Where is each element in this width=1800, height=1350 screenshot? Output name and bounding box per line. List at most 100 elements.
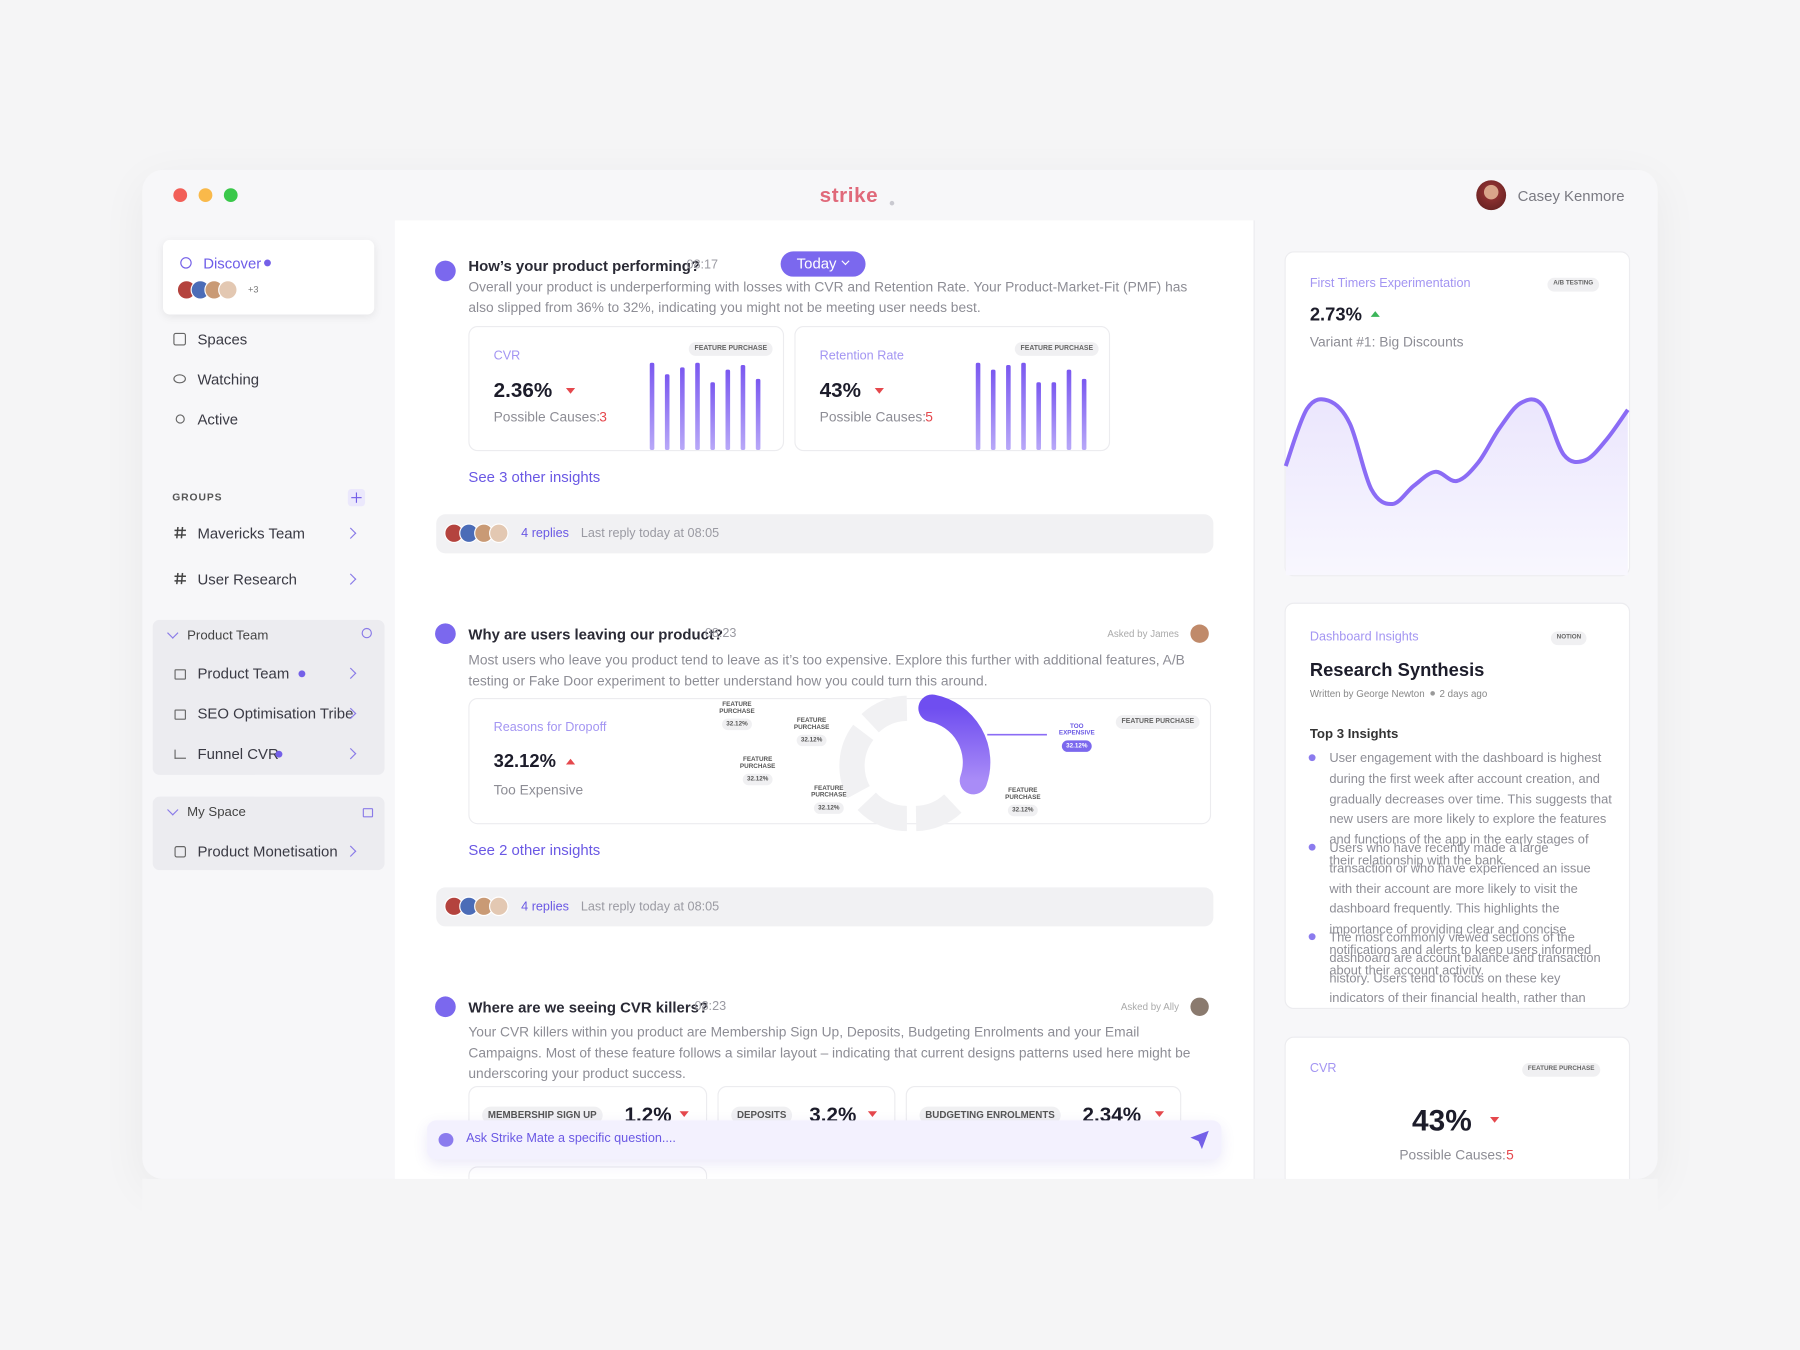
bar: [664, 374, 670, 450]
replies-bar[interactable]: 4 replies Last reply today at 08:05: [436, 887, 1214, 927]
experiment-value: 2.73%: [1309, 305, 1362, 325]
status-dot: [264, 259, 271, 267]
bar: [755, 378, 761, 450]
causes-count: 3: [599, 408, 607, 425]
maximize-button[interactable]: [223, 188, 238, 203]
close-button[interactable]: [173, 188, 188, 203]
div: FEATURE PURCHASE: [739, 756, 776, 771]
brand: strike: [819, 183, 879, 207]
group-title[interactable]: My Space: [187, 805, 246, 820]
user-name: Casey Kenmore: [1517, 187, 1625, 205]
group-item[interactable]: User Research: [197, 570, 297, 588]
donut: [839, 694, 1047, 832]
thread-body: Your CVR killers within you product are …: [468, 1023, 1191, 1082]
add-group-button[interactable]: [347, 489, 366, 507]
metric-value: 32.12%: [493, 751, 556, 772]
nav-icon: [175, 414, 185, 424]
more-insights-link[interactable]: See 3 other insights: [468, 468, 601, 486]
bar: [649, 362, 655, 450]
more-insights-link[interactable]: See 2 other insights: [468, 841, 601, 859]
path: [861, 695, 908, 733]
thread-title: Why are users leaving our product?: [468, 625, 723, 643]
card-tag: A/B TESTING: [1547, 277, 1599, 292]
bar: [1066, 369, 1072, 450]
dp: 32.12%: [742, 773, 773, 786]
chart-layer: [649, 362, 1630, 832]
dot: [298, 670, 306, 678]
nav-icon: [173, 374, 186, 384]
metric-card[interactable]: CVR FEATURE PURCHASE 2.36% Possible Caus…: [468, 326, 785, 452]
group-item[interactable]: Product Team: [197, 664, 290, 682]
group-item[interactable]: Mavericks Team: [197, 524, 305, 542]
hash-icon: [174, 572, 186, 585]
bar: [990, 369, 996, 450]
dp: 32.12%: [1007, 804, 1039, 817]
insights-author: Written by George Newton: [1309, 687, 1425, 700]
thread-time: 08:23: [694, 999, 727, 1014]
tri-d: [679, 1111, 689, 1117]
thread-marker: [435, 260, 456, 282]
metric-card[interactable]: Retention Rate FEATURE PURCHASE 43% Poss…: [794, 326, 1111, 452]
bar: [1081, 378, 1087, 450]
tri-d: [565, 388, 576, 394]
minimize-button[interactable]: [198, 188, 213, 203]
group-item[interactable]: SEO Optimisation Tribe: [197, 704, 354, 723]
div: FEATURE PURCHASE: [793, 717, 830, 732]
donut-label: FEATURE PURCHASE 32.12%: [804, 785, 855, 814]
group-item[interactable]: Product Monetisation: [197, 842, 338, 860]
chip-label: DEPOSITS: [731, 1106, 793, 1124]
cvr-card[interactable]: CVR FEATURE PURCHASE 43% Possible Causes…: [1284, 1036, 1631, 1198]
thread-body: Overall your product is underperforming …: [468, 278, 1188, 316]
insight-bullet: The most commonly viewed sections of the…: [1308, 929, 1614, 1008]
metric-tag: FEATURE PURCHASE: [688, 342, 773, 356]
path: [839, 724, 874, 799]
metric-caption: Too Expensive: [493, 781, 584, 798]
path: [174, 572, 186, 585]
asker-avatar: [1190, 997, 1209, 1016]
path: [1190, 1130, 1209, 1150]
composer[interactable]: Ask Strike Mate a specific question....: [427, 1120, 1222, 1160]
chip-label: MEMBERSHIP SIGN UP: [482, 1106, 603, 1124]
thread-title: Where are we seeing CVR killers?: [468, 998, 709, 1016]
group-item[interactable]: Funnel CVR: [197, 745, 279, 763]
thread-marker: [435, 623, 456, 645]
insights-card[interactable]: Dashboard Insights NOTION Research Synth…: [1284, 602, 1631, 1010]
discover-card[interactable]: Discover +3: [163, 239, 375, 315]
card-label: CVR: [1309, 1061, 1337, 1076]
group-title[interactable]: Product Team: [187, 629, 269, 643]
replies-count: 4 replies: [521, 526, 569, 541]
causes-count: 5: [925, 408, 933, 425]
replies-bar[interactable]: 4 replies Last reply today at 08:05: [436, 514, 1214, 554]
bar: [1051, 382, 1057, 450]
metric-value: 2.36%: [493, 378, 553, 402]
card-label: Dashboard Insights: [1309, 630, 1419, 645]
bar: [680, 367, 685, 450]
lock-icon: [174, 709, 186, 720]
bar: [1021, 362, 1026, 450]
composer-icon: [438, 1133, 454, 1147]
nav-item[interactable]: Watching: [197, 370, 260, 389]
replies-count: 4 replies: [521, 899, 569, 914]
div: FEATURE PURCHASE: [719, 701, 755, 716]
discover-extra: +3: [247, 284, 259, 296]
path: [915, 793, 962, 832]
path: [174, 526, 186, 539]
metric-value: 43%: [819, 378, 862, 402]
user-avatar[interactable]: [1476, 180, 1507, 211]
thread-body: Most users who leave you product tend to…: [468, 652, 1185, 689]
tri-d: [874, 388, 884, 394]
causes-count: 5: [1506, 1146, 1514, 1163]
nav-item[interactable]: Active: [197, 410, 239, 429]
highlight-arc: [918, 694, 991, 795]
send-button[interactable]: [1189, 1130, 1210, 1151]
discover-icon: [180, 257, 192, 269]
card-tag: FEATURE PURCHASE: [1522, 1063, 1601, 1077]
insight-bullet: Users who have recently made a large tra…: [1308, 839, 1614, 982]
members-icon: [361, 627, 372, 639]
filter-label: Today: [796, 254, 837, 273]
metric-label: CVR: [493, 348, 521, 363]
nav-item[interactable]: Spaces: [197, 330, 248, 348]
lock-icon: [362, 808, 374, 818]
date-filter[interactable]: Today: [780, 251, 866, 277]
